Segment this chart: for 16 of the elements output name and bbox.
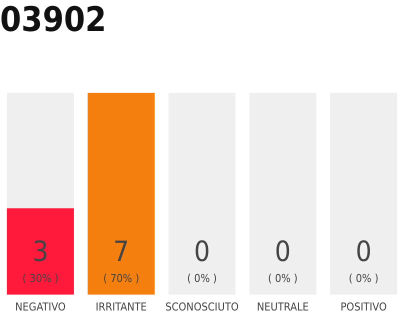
x-tick-label: NEGATIVO (15, 300, 66, 314)
chart-title: 03902 (0, 0, 106, 40)
annotation: 0 (356, 234, 372, 268)
annotation: 0 (194, 234, 210, 268)
data-label: 3 (32, 234, 48, 268)
x-tick-label: SCONOSCIUTO (165, 300, 239, 314)
annotation: ( 0% ) (187, 272, 217, 285)
data-label: 7 (113, 234, 130, 268)
x-tick-label: NEUTRALE (256, 300, 309, 314)
annotation: ( 70% ) (103, 272, 140, 285)
x-tick-label: IRRITANTE (96, 300, 147, 314)
annotation: ( 0% ) (348, 272, 379, 285)
annotation: ( 30% ) (22, 272, 59, 285)
annotation: 0 (274, 234, 291, 268)
x-tick-label: POSITIVO (340, 300, 387, 314)
annotation: ( 0% ) (268, 272, 298, 285)
